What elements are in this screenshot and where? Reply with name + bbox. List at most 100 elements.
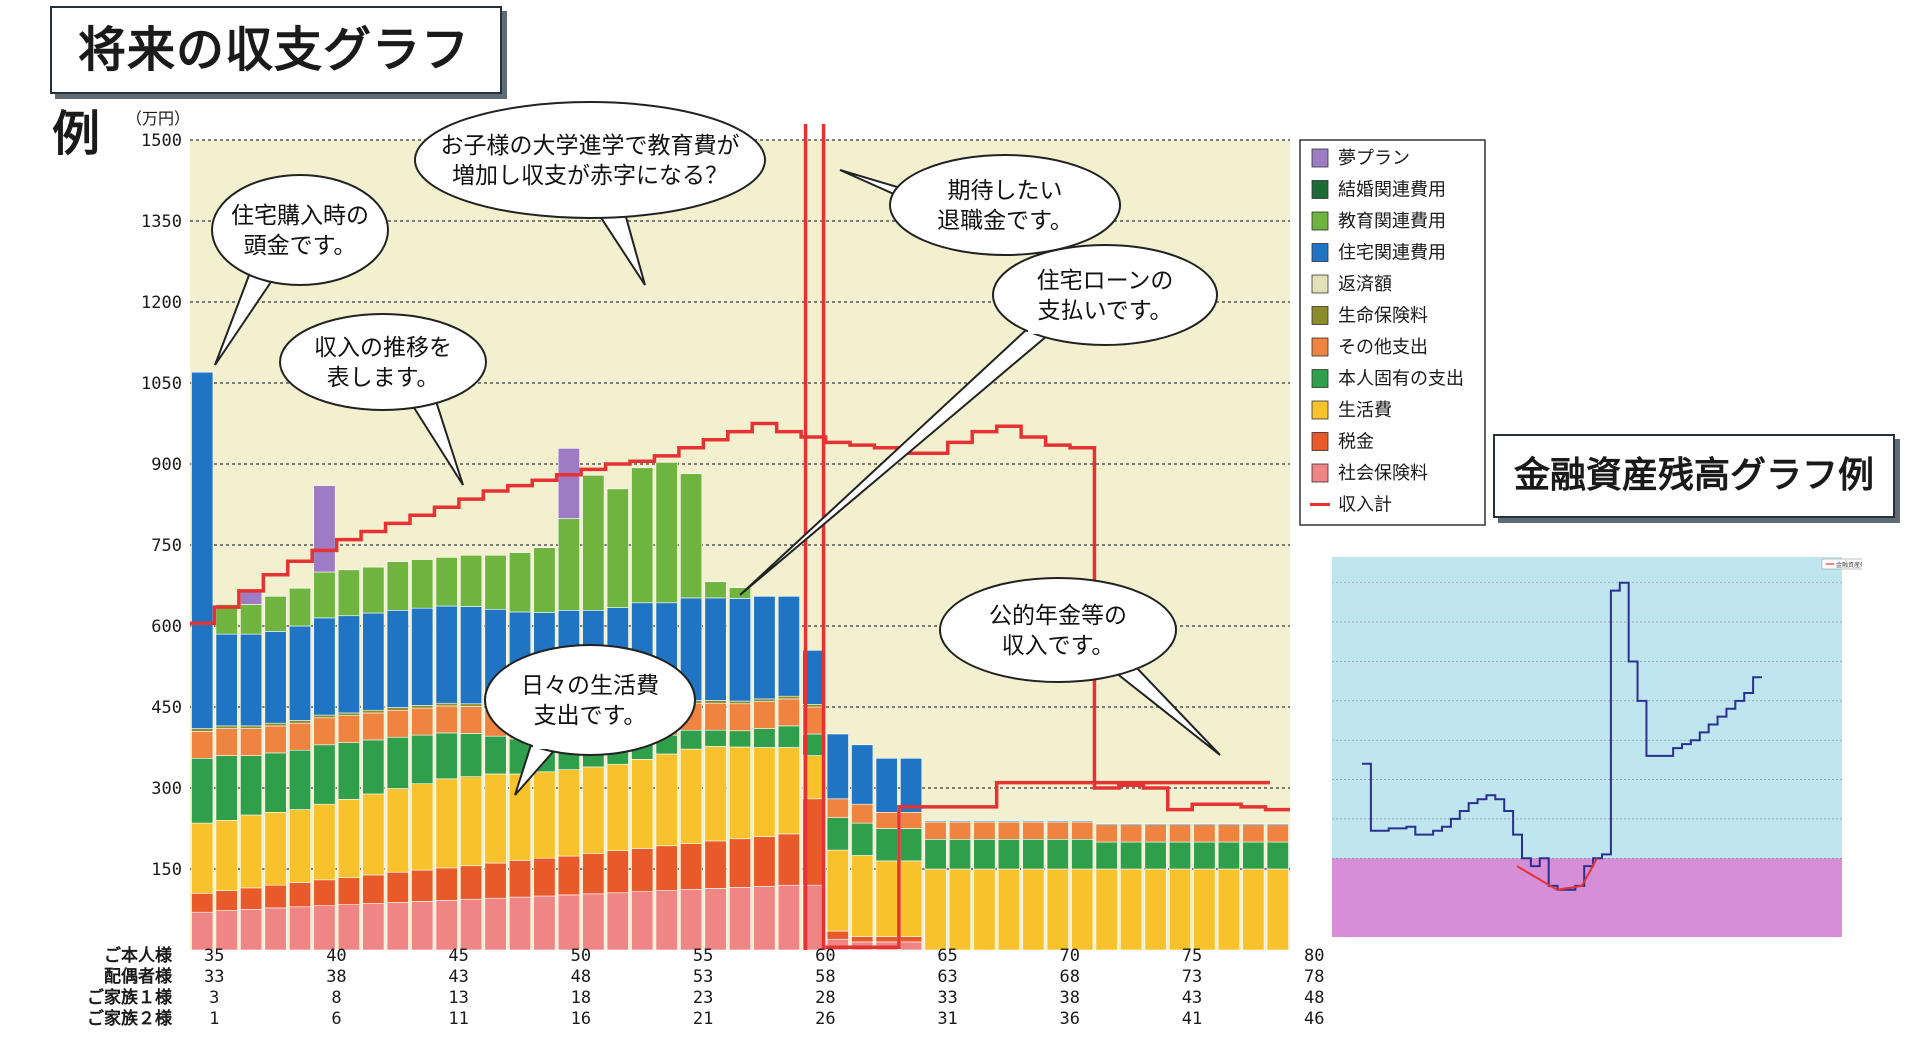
bar-segment (362, 793, 385, 876)
bar-segment (704, 729, 727, 747)
asset-balance-chart: 金融資産残高 (1332, 557, 1862, 937)
legend-label: 生活費 (1338, 400, 1392, 421)
bar-segment (362, 612, 385, 711)
age-tick: 53 (693, 967, 713, 987)
bar-segment (264, 752, 287, 813)
bar-segment (411, 869, 434, 902)
bar-segment (484, 862, 507, 899)
bar-segment (1242, 823, 1265, 826)
bar-segment (875, 936, 898, 943)
legend-label: 夢プラン (1338, 148, 1410, 169)
legend-swatch (1311, 211, 1329, 231)
age-tick: 3 (209, 988, 219, 1008)
bar-segment (435, 705, 458, 734)
bar-segment (191, 757, 214, 824)
bar-segment (1022, 838, 1045, 870)
row-label: ご家族１様 (87, 987, 173, 1008)
bar-segment (191, 371, 214, 729)
bar-segment (948, 868, 972, 951)
bar-segment (826, 930, 849, 940)
callout-joint (598, 204, 622, 214)
page-title: 将来の収支グラフ例 (50, 6, 502, 162)
bar-segment (728, 838, 752, 888)
bar-segment (460, 554, 483, 607)
bar-segment (313, 485, 336, 573)
bar-segment (606, 892, 629, 951)
bar-segment (288, 749, 312, 810)
bar-segment (362, 903, 385, 951)
bar-segment (411, 734, 434, 784)
bar-segment (900, 828, 923, 862)
legend-swatch (1311, 243, 1329, 262)
bar-segment (240, 755, 263, 816)
y-axis-unit: （万円） (126, 109, 190, 128)
bar-segment (704, 840, 727, 889)
bar-segment (215, 910, 238, 951)
bar-segment (435, 605, 458, 704)
age-tick: 50 (571, 946, 591, 966)
bar-segment (460, 606, 483, 705)
bar-segment (533, 547, 556, 613)
bar-segment (240, 887, 263, 910)
callout-ellipse (279, 313, 487, 411)
bar-segment (337, 742, 360, 800)
bar-segment (337, 877, 360, 905)
bar-segment (362, 712, 385, 741)
bar-segment (1046, 821, 1069, 840)
bar-segment (215, 725, 238, 729)
callout-ellipse (939, 577, 1177, 683)
callout-text: 住宅購入時の頭金です。 (231, 203, 369, 259)
callout-joint (1028, 324, 1052, 334)
callout-ellipse (211, 174, 389, 286)
bar-segment (386, 871, 409, 903)
bar-segment (411, 707, 434, 736)
bar-segment (631, 891, 654, 951)
bar-segment (460, 865, 483, 900)
bar-segment (264, 595, 287, 632)
age-tick: 63 (937, 967, 957, 987)
bar-segment (460, 733, 483, 777)
bar-segment (728, 598, 752, 702)
bar-segment (1120, 824, 1143, 843)
bar-segment (1217, 823, 1240, 826)
y-tick-label: 1050 (141, 374, 182, 394)
bar-segment (1193, 868, 1216, 951)
bar-segment (924, 820, 947, 823)
bar-segment (826, 733, 849, 800)
bar-segment (826, 817, 849, 851)
bar-segment (1095, 823, 1118, 826)
bar-segment (386, 709, 409, 738)
bar-segment (240, 725, 263, 729)
legend-label: 本人固有の支出 (1338, 369, 1464, 390)
bar-segment (900, 811, 923, 829)
age-tick: 23 (693, 988, 713, 1008)
bar-segment (704, 597, 727, 701)
callout-line: お子様の大学進学で教育費が (441, 133, 740, 159)
bar-segment (191, 728, 214, 732)
bar-segment (777, 695, 800, 700)
age-tick: 46 (1304, 1009, 1324, 1029)
callout-text: お子様の大学進学で教育費が増加し収支が赤字になる？ (441, 133, 740, 189)
bar-segment (460, 898, 483, 951)
bar-segment (1266, 823, 1289, 826)
bar-segment (973, 868, 996, 951)
bar-segment (753, 595, 776, 700)
callout-bubble: 住宅ローンの支払いです。 (739, 244, 1218, 596)
bar-segment (924, 821, 947, 840)
bar-segment (557, 769, 580, 857)
legend: 夢プラン結婚関連費用教育関連費用住宅関連費用返済額生命保険料その他支出本人固有の… (1299, 139, 1486, 526)
age-tick: 8 (331, 988, 341, 1008)
age-tick: 18 (571, 988, 591, 1008)
y-tick-label: 600 (151, 617, 182, 637)
bar-segment (313, 717, 336, 746)
age-tick: 78 (1304, 967, 1324, 987)
bar-segment (1266, 841, 1289, 870)
bar-segment (337, 615, 360, 714)
bar-segment (1193, 841, 1216, 870)
bar-segment (1144, 868, 1167, 951)
bar-segment (386, 561, 409, 611)
bar-segment (1217, 824, 1240, 843)
bar-segment (386, 788, 409, 873)
callout-text: 収入の推移を表します。 (314, 335, 452, 391)
